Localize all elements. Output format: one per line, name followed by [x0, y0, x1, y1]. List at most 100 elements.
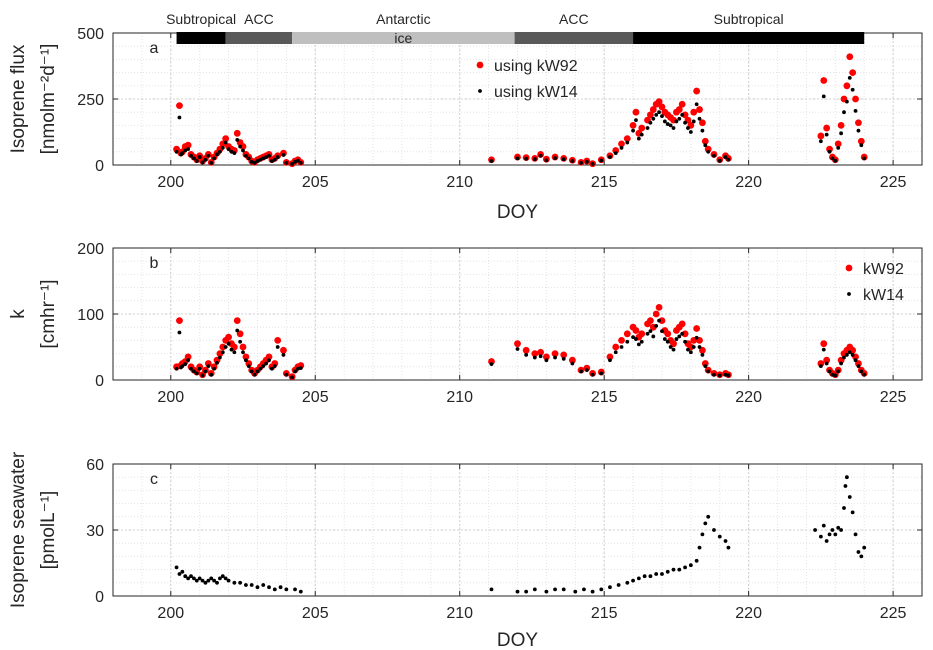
data-point	[847, 350, 852, 355]
data-point	[489, 159, 494, 163]
data-point	[688, 130, 693, 134]
data-point	[723, 372, 728, 377]
data-point	[703, 143, 708, 148]
x-tick-label: 205	[302, 174, 329, 191]
data-point	[717, 373, 722, 378]
data-point	[488, 358, 495, 365]
data-point	[261, 583, 266, 587]
data-point	[200, 373, 205, 378]
data-point	[180, 569, 185, 574]
y-axis-label: Isoprene seawater	[8, 451, 29, 608]
data-point	[712, 528, 716, 532]
data-point	[537, 348, 545, 356]
data-point	[847, 495, 852, 499]
data-point	[255, 585, 260, 590]
data-point	[531, 350, 539, 357]
data-point	[645, 126, 650, 130]
data-point	[855, 360, 862, 367]
data-point	[678, 100, 686, 108]
data-point	[225, 333, 232, 341]
data-point	[249, 159, 254, 164]
data-point	[839, 528, 843, 532]
data-point	[267, 585, 271, 590]
data-point	[272, 364, 277, 369]
data-point	[226, 147, 231, 152]
data-point	[826, 145, 833, 153]
data-point	[212, 578, 217, 583]
data-point	[671, 567, 676, 572]
data-point	[726, 545, 731, 550]
data-point	[631, 128, 635, 133]
data-point	[856, 364, 861, 369]
data-point	[174, 149, 179, 154]
data-point	[694, 335, 699, 340]
data-point	[665, 569, 670, 574]
data-point	[688, 350, 693, 355]
data-point	[677, 116, 682, 121]
data-point	[855, 119, 862, 127]
legend-marker	[845, 264, 853, 272]
data-point	[623, 135, 631, 143]
data-point	[859, 143, 864, 148]
data-point	[270, 366, 274, 371]
x-tick-label: 205	[302, 605, 329, 622]
data-point	[296, 158, 300, 163]
data-point	[267, 153, 271, 158]
x-tick-label: 220	[735, 389, 762, 406]
data-point	[579, 160, 583, 165]
data-point	[862, 372, 867, 377]
data-point	[599, 371, 604, 376]
data-point	[561, 356, 566, 361]
data-point	[215, 152, 219, 157]
data-point	[726, 157, 731, 162]
data-point	[532, 355, 537, 360]
data-point	[836, 369, 841, 374]
data-point	[542, 353, 550, 361]
legend: kW92 kW14	[845, 261, 904, 304]
legend-entry: kW14	[863, 287, 904, 304]
data-point	[570, 159, 575, 163]
data-point	[197, 155, 202, 159]
data-point	[239, 343, 247, 351]
data-point	[660, 329, 664, 334]
data-point	[857, 137, 865, 145]
data-point	[255, 369, 260, 374]
data-point	[645, 331, 650, 336]
data-point	[203, 580, 208, 585]
data-point	[203, 369, 208, 374]
x-axis-label: DOY	[497, 202, 539, 223]
data-point	[281, 153, 286, 157]
data-point	[665, 122, 670, 126]
data-point	[209, 160, 214, 165]
data-point	[252, 372, 257, 377]
data-point	[821, 347, 826, 352]
data-point	[662, 119, 667, 124]
data-point	[239, 143, 247, 150]
data-point	[853, 358, 858, 363]
region-label: Antarctic	[376, 11, 430, 27]
data-point	[613, 350, 618, 355]
region-segment	[292, 32, 515, 44]
data-point	[818, 364, 823, 369]
legend: using kW92 using kW14	[476, 58, 578, 101]
data-point	[649, 106, 657, 113]
data-point	[847, 75, 852, 80]
data-point	[206, 578, 211, 583]
y-tick-label: 30	[86, 523, 104, 540]
data-point	[180, 151, 185, 156]
data-point	[693, 325, 701, 332]
panel-label: c	[150, 471, 158, 488]
data-point	[296, 366, 300, 371]
data-point	[184, 141, 192, 149]
data-point	[856, 550, 861, 554]
x-tick-label: 210	[446, 389, 473, 406]
data-point	[229, 149, 234, 154]
y-axis-unit: [cmhr⁻¹]	[38, 279, 59, 348]
data-point	[261, 156, 266, 161]
data-point	[844, 475, 849, 480]
data-point	[859, 369, 864, 374]
data-point	[177, 330, 182, 335]
data-point	[177, 115, 182, 120]
data-point	[284, 587, 289, 592]
y-tick-label: 100	[77, 307, 104, 324]
